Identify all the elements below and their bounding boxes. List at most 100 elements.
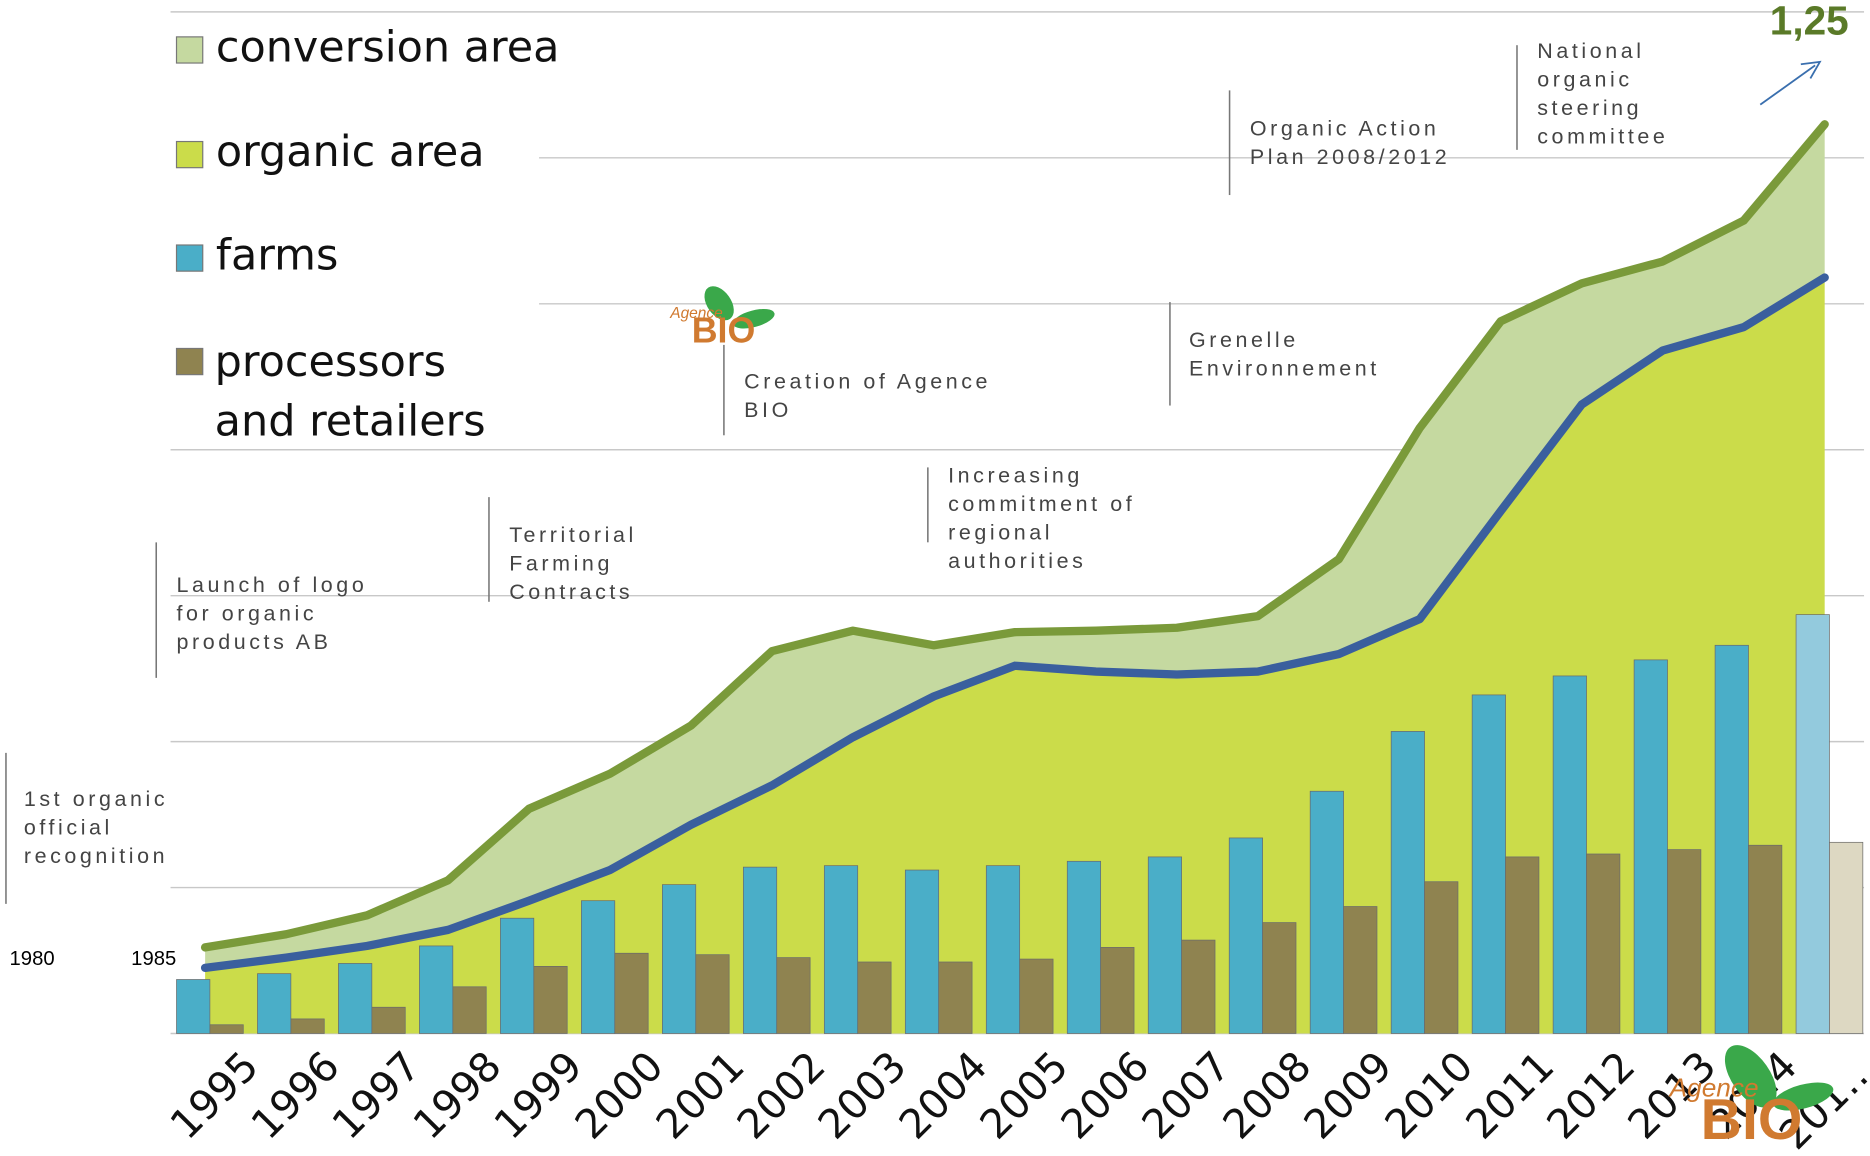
annotation-text: official [24,816,113,840]
logo-text: BIO [692,310,756,350]
annotation-text: 1st organic [24,787,168,811]
legend-swatch [175,36,204,64]
annotation-text: Increasing [948,464,1083,488]
legend-label: processors and retailers [214,337,486,446]
bar [419,945,454,1034]
bar [1795,614,1830,1034]
annotation-text: Creation of Agence [744,370,991,394]
bars [176,614,1864,1034]
annotation-text: Plan 2008/2012 [1250,145,1450,169]
bar [1667,849,1702,1034]
annotation-text: Launch of logo [177,573,368,597]
bar [857,961,892,1034]
x-tick-label: 1999 [485,1042,592,1149]
x-tick-label: 2006 [1052,1042,1159,1149]
bar [1714,644,1749,1034]
annotation-text: steering [1537,96,1642,120]
x-tick-label: 2012 [1537,1042,1644,1149]
bar [1829,841,1864,1034]
x-tick-label: 2003 [809,1042,916,1149]
arrow-head [1800,60,1822,79]
bar [1019,958,1054,1034]
conversion-line [200,120,1829,952]
annotation-text: committee [1537,125,1668,149]
x-tick-label: 1998 [404,1042,511,1149]
bar [1066,860,1102,1034]
bar [1424,881,1459,1034]
bar [176,979,211,1034]
bar [742,866,778,1034]
x-tick-label: 1995 [161,1042,268,1149]
annotation-text: organic [1537,68,1632,92]
bar [1390,731,1425,1034]
logo: Agence BIO [1668,1045,1834,1152]
annotation-text: Contracts [509,580,633,604]
bar [1633,659,1668,1034]
year-label: 1985 [131,948,176,970]
bar [533,966,568,1034]
bar [662,884,697,1034]
x-tick-label: 2008 [1213,1042,1320,1149]
x-tick-label: 2000 [566,1042,673,1149]
arrow [1759,64,1816,106]
legend-label-box: processors and retailers [214,337,486,446]
bar [338,963,373,1034]
bar [1586,853,1621,1034]
bar [1181,939,1216,1034]
x-tick-label: 2004 [890,1042,997,1149]
bar [452,986,487,1034]
x-tick-label: 1996 [242,1042,349,1149]
top-value-label: 1,25 [1770,0,1849,43]
bar [1343,906,1378,1034]
annotation-text: for organic [177,602,318,626]
x-tick-label: 2005 [971,1042,1078,1149]
bar [209,1024,244,1034]
x-tick-label: 2010 [1375,1042,1482,1149]
bar [985,865,1021,1034]
legend-swatch [175,140,204,169]
annotation-text: Environnement [1189,357,1380,381]
bar [1471,694,1506,1034]
x-tick-label: 2011 [1456,1042,1563,1149]
annotation-text: recognition [24,844,168,868]
x-tick-label: 2001 [647,1042,754,1149]
bar [371,1006,406,1034]
bar [581,900,616,1034]
logo: Agence BIO [669,286,775,350]
annotation-text: National [1537,39,1644,63]
bar [1748,844,1783,1034]
lines [200,120,1829,972]
x-tick-label: 1997 [323,1042,430,1149]
legend-label: organic area [216,127,485,177]
bar [938,961,973,1034]
annotation-text: Organic Action [1250,116,1440,140]
bar [1552,675,1587,1034]
bar [1228,837,1263,1034]
annotation-text: BIO [744,398,792,422]
annotation-text: Territorial [509,523,637,547]
bar [500,917,535,1034]
bar [614,952,649,1034]
bar [904,869,940,1034]
bar [1309,790,1344,1034]
legend-label: farms [216,231,338,281]
bar [1147,856,1182,1034]
x-tick-label: 2007 [1132,1042,1239,1149]
legend-label: conversion area [216,22,560,72]
annotation-text: Grenelle [1189,328,1299,352]
organic-line [200,273,1829,972]
logo-text: Agence [669,305,723,322]
bar [776,957,811,1034]
bar [1100,947,1135,1034]
x-tick-label: 2002 [728,1042,835,1149]
bar [823,865,859,1034]
annotation-text: regional [948,521,1053,545]
legend-swatch [175,347,204,376]
logo-text: Agence [1668,1072,1759,1102]
annotation-text: commitment of [948,492,1135,516]
annotation-text: authorities [948,549,1086,573]
annotation-text: Farming [509,552,613,576]
bar [290,1018,325,1034]
logo-text: BIO [1701,1088,1803,1152]
